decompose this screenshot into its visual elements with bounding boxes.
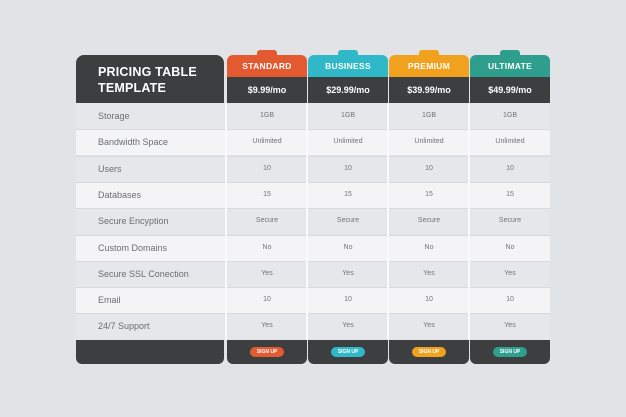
plan-header-ultimate: ULTIMATE [470, 50, 550, 77]
feature-row: Bandwidth Space Unlimited Unlimited Unlimit… [76, 129, 550, 156]
feature-value-standard: 10 [263, 164, 271, 172]
plan-price-business: $29.99/mo [308, 77, 388, 103]
feature-label: Bandwidth Space [98, 137, 169, 148]
plan-price-ultimate: $49.99/mo [470, 77, 550, 103]
feature-row: Secure Encyption Secure Secure Secure Secure [76, 208, 550, 235]
feature-value-business: Yes [342, 322, 354, 330]
plan-price-standard: $9.99/mo [227, 77, 307, 103]
plan-name-ultimate: ULTIMATE [487, 61, 533, 71]
feature-value-standard: Yes [261, 322, 273, 330]
column-divider [306, 103, 308, 340]
feature-value-ultimate: No [505, 243, 515, 251]
feature-value-business: 10 [344, 296, 352, 304]
feature-label: Secure SSL Conection [98, 268, 189, 279]
feature-value-business: Yes [342, 269, 354, 277]
feature-value-standard: 15 [263, 190, 271, 198]
feature-value-premium: No [424, 243, 434, 251]
signup-button-standard[interactable]: SIGN UP [250, 347, 284, 357]
title-block: PRICING TABLE TEMPLATE [76, 55, 224, 103]
plan-tab [419, 50, 439, 57]
row-divider [76, 129, 550, 131]
plan-footer-premium: SIGN UP [389, 340, 469, 364]
feature-label: Users [98, 163, 122, 174]
row-divider [76, 181, 550, 183]
feature-label: Email [98, 295, 121, 306]
feature-value-ultimate: 10 [506, 164, 514, 172]
feature-row: Secure SSL Conection Yes Yes Yes Yes [76, 260, 550, 287]
feature-row: Custom Domains No No No No [76, 234, 550, 261]
feature-value-ultimate: Secure [498, 217, 522, 225]
plan-footer-business: SIGN UP [308, 340, 388, 364]
plan-name-premium: PREMIUM [407, 61, 451, 71]
feature-value-business: 10 [344, 164, 352, 172]
plan-name-standard: STANDARD [242, 61, 292, 71]
feature-value-standard: Secure [255, 217, 279, 225]
feature-value-premium: Unlimited [414, 138, 444, 146]
feature-row: Storage 1GB 1GB 1GB 1GB [76, 103, 550, 129]
title-line-2: TEMPLATE [98, 81, 167, 95]
row-divider [76, 234, 550, 236]
feature-value-business: Secure [336, 217, 360, 225]
feature-value-premium: Secure [417, 217, 441, 225]
feature-value-standard: No [262, 243, 272, 251]
feature-value-standard: 10 [263, 296, 271, 304]
column-divider [387, 103, 389, 340]
plan-footer-ultimate: SIGN UP [470, 340, 550, 364]
footer-left [76, 340, 224, 364]
plan-header-business: BUSINESS [308, 50, 388, 77]
signup-button-premium[interactable]: SIGN UP [412, 347, 446, 357]
feature-value-ultimate: Yes [504, 322, 516, 330]
feature-value-premium: Yes [423, 322, 435, 330]
feature-value-business: Unlimited [333, 138, 363, 146]
feature-value-ultimate: 15 [506, 190, 514, 198]
plan-price-premium: $39.99/mo [389, 77, 469, 103]
feature-row: Databases 15 15 15 15 [76, 181, 550, 208]
feature-row: Email 10 10 10 10 [76, 287, 550, 314]
column-divider [225, 103, 227, 340]
feature-value-ultimate: 10 [506, 296, 514, 304]
feature-row: 24/7 Support Yes Yes Yes Yes [76, 313, 550, 340]
feature-label: Secure Encyption [98, 216, 169, 227]
feature-value-premium: Yes [423, 269, 435, 277]
feature-value-business: No [343, 243, 353, 251]
feature-label: 24/7 Support [98, 321, 150, 332]
row-divider [76, 155, 550, 157]
plan-footer-standard: SIGN UP [227, 340, 307, 364]
feature-value-premium: 10 [425, 296, 433, 304]
row-divider [76, 313, 550, 315]
feature-value-premium: 10 [425, 164, 433, 172]
column-divider [468, 103, 470, 340]
plan-tab [500, 50, 520, 57]
title-line-1: PRICING TABLE [98, 65, 197, 79]
plan-header-premium: PREMIUM [389, 50, 469, 77]
feature-value-premium: 15 [425, 190, 433, 198]
row-divider [76, 287, 550, 289]
feature-value-standard: Unlimited [252, 138, 282, 146]
feature-value-ultimate: 1GB [502, 112, 517, 119]
feature-value-ultimate: Yes [504, 269, 516, 277]
plan-tab [338, 50, 358, 57]
feature-label: Storage [98, 111, 130, 121]
feature-value-premium: 1GB [421, 112, 436, 119]
feature-row: Users 10 10 10 10 [76, 155, 550, 182]
feature-value-ultimate: Unlimited [495, 138, 525, 146]
feature-value-standard: 1GB [259, 112, 274, 119]
feature-label: Custom Domains [98, 242, 168, 253]
feature-value-business: 1GB [340, 112, 355, 119]
signup-button-business[interactable]: SIGN UP [331, 347, 365, 357]
feature-value-business: 15 [344, 190, 352, 198]
row-divider [76, 208, 550, 210]
signup-button-ultimate[interactable]: SIGN UP [493, 347, 527, 357]
feature-label: Databases [98, 189, 142, 200]
feature-value-standard: Yes [261, 269, 273, 277]
plan-header-standard: STANDARD [227, 50, 307, 77]
row-divider [76, 260, 550, 262]
plan-tab [257, 50, 277, 57]
plan-name-business: BUSINESS [325, 61, 371, 71]
